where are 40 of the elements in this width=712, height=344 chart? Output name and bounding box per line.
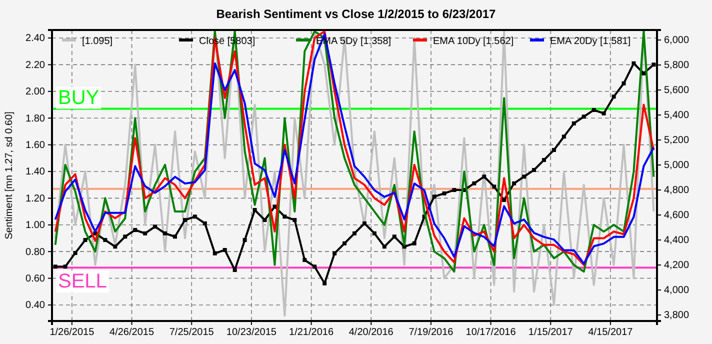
- y2-tick-label: 4,800: [664, 185, 690, 196]
- x-tick-label: 10/23/2015: [226, 327, 277, 338]
- y2-tick-label: 5,000: [664, 160, 690, 172]
- legend-label: [1.095]: [82, 36, 113, 47]
- y-tick-label: 1.00: [26, 220, 46, 232]
- y-tick-label: 2.40: [26, 33, 46, 44]
- x-tick-label: 1/26/2015: [50, 327, 95, 338]
- x-tick-label: 4/15/2017: [588, 327, 634, 338]
- y-axis-title: Sentiment [mn 1.27, sd 0.60]: [4, 111, 15, 240]
- x-tick-label: 1/21/2016: [289, 327, 334, 338]
- y-tick-label: 2.20: [26, 60, 46, 71]
- x-tick-label: 4/26/2015: [110, 327, 154, 338]
- y-tick-label: 2.00: [26, 86, 46, 98]
- legend-label: EMA 10Dy [1.562]: [433, 36, 514, 47]
- y2-tick-label: 5,400: [664, 110, 690, 122]
- y2-tick-label: 4,600: [664, 210, 690, 222]
- x-tick-label: 7/19/2016: [408, 327, 454, 338]
- y2-tick-label: 5,600: [664, 85, 690, 96]
- y2-tick-label: 4,400: [664, 235, 690, 246]
- y2-tick-label: 5,800: [664, 60, 690, 72]
- ref-line-label: SELL: [58, 270, 107, 293]
- y-tick-label: 1.20: [26, 193, 46, 204]
- y2-tick-label: 6,000: [664, 35, 690, 46]
- y-tick-label: 1.60: [26, 140, 46, 151]
- y-tick-label: 1.40: [26, 166, 46, 178]
- y2-tick-label: 4,200: [664, 260, 690, 272]
- y2-tick-label: 5,200: [664, 135, 690, 146]
- y-tick-label: 0.40: [26, 300, 46, 312]
- x-tick-label: 7/25/2015: [169, 327, 214, 338]
- x-tick-label: 4/20/2016: [348, 327, 394, 338]
- y2-tick-label: 4,000: [664, 285, 690, 296]
- y2-tick-label: 3,800: [664, 310, 690, 322]
- legend-label: EMA 20Dy [1.581]: [550, 36, 631, 47]
- chart-title: Bearish Sentiment vs Close 1/2/2015 to 6/23/2017: [216, 7, 496, 21]
- x-tick-label: 10/17/2016: [466, 327, 516, 338]
- y-tick-label: 0.80: [26, 246, 46, 258]
- ref-line-label: BUY: [58, 86, 100, 109]
- y-tick-label: 0.60: [26, 273, 46, 284]
- x-tick-label: 1/15/2017: [528, 327, 574, 338]
- y-tick-label: 1.80: [26, 113, 46, 124]
